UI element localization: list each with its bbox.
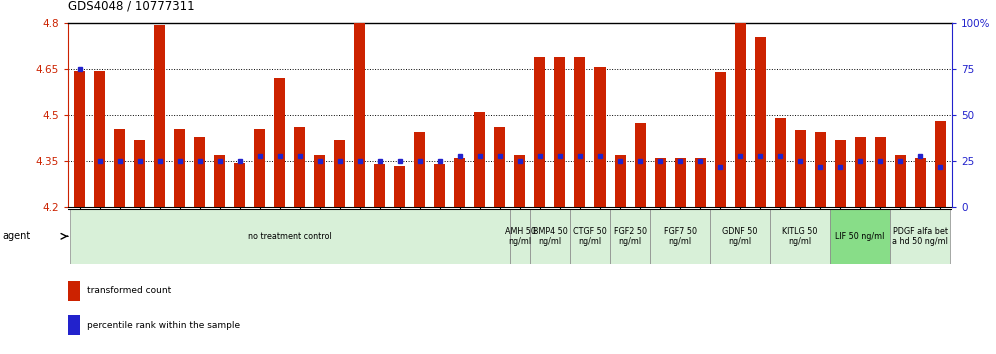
Bar: [610, 209, 650, 264]
Text: CTGF 50
ng/ml: CTGF 50 ng/ml: [573, 227, 607, 246]
Bar: [710, 209, 770, 264]
Bar: [654, 158, 665, 207]
Bar: [535, 57, 546, 207]
Text: KITLG 50
ng/ml: KITLG 50 ng/ml: [783, 227, 818, 246]
Bar: [735, 23, 746, 207]
Bar: [274, 78, 285, 207]
Text: no treatment control: no treatment control: [248, 232, 332, 241]
Bar: [214, 155, 225, 207]
Text: LIF 50 ng/ml: LIF 50 ng/ml: [836, 232, 884, 241]
Bar: [894, 155, 905, 207]
Bar: [855, 137, 866, 207]
Bar: [674, 158, 685, 207]
Bar: [68, 315, 80, 335]
Bar: [414, 132, 425, 207]
Text: agent: agent: [2, 231, 30, 241]
Bar: [694, 158, 705, 207]
Bar: [570, 209, 610, 264]
Bar: [775, 118, 786, 207]
Text: BMP4 50
ng/ml: BMP4 50 ng/ml: [533, 227, 568, 246]
Bar: [755, 37, 766, 207]
Text: FGF2 50
ng/ml: FGF2 50 ng/ml: [614, 227, 646, 246]
Bar: [934, 121, 945, 207]
Bar: [575, 57, 586, 207]
Bar: [555, 57, 566, 207]
Bar: [795, 130, 806, 207]
Bar: [374, 164, 385, 207]
Bar: [650, 209, 710, 264]
Bar: [890, 209, 950, 264]
Text: GDNF 50
ng/ml: GDNF 50 ng/ml: [722, 227, 758, 246]
Bar: [254, 129, 265, 207]
Bar: [770, 209, 830, 264]
Bar: [815, 132, 826, 207]
Text: PDGF alfa bet
a hd 50 ng/ml: PDGF alfa bet a hd 50 ng/ml: [892, 227, 948, 246]
Bar: [394, 166, 405, 207]
Bar: [70, 209, 510, 264]
Text: percentile rank within the sample: percentile rank within the sample: [87, 321, 240, 330]
Bar: [454, 158, 465, 207]
Bar: [474, 112, 485, 207]
Bar: [194, 137, 205, 207]
Bar: [434, 164, 445, 207]
Bar: [530, 209, 570, 264]
Bar: [154, 25, 165, 207]
Bar: [134, 139, 145, 207]
Bar: [234, 162, 245, 207]
Bar: [830, 209, 890, 264]
Text: GDS4048 / 10777311: GDS4048 / 10777311: [68, 0, 194, 12]
Bar: [615, 155, 625, 207]
Bar: [174, 129, 185, 207]
Bar: [68, 281, 80, 301]
Bar: [295, 127, 306, 207]
Bar: [874, 137, 885, 207]
Bar: [515, 155, 526, 207]
Bar: [595, 68, 606, 207]
Bar: [115, 129, 125, 207]
Text: FGF7 50
ng/ml: FGF7 50 ng/ml: [663, 227, 696, 246]
Bar: [95, 70, 106, 207]
Text: AMH 50
ng/ml: AMH 50 ng/ml: [505, 227, 536, 246]
Bar: [914, 158, 925, 207]
Bar: [315, 155, 326, 207]
Bar: [714, 72, 725, 207]
Bar: [634, 123, 645, 207]
Bar: [494, 127, 505, 207]
Bar: [75, 70, 86, 207]
Text: transformed count: transformed count: [87, 286, 171, 295]
Bar: [335, 139, 346, 207]
Bar: [835, 139, 846, 207]
Bar: [355, 23, 366, 207]
Bar: [510, 209, 530, 264]
